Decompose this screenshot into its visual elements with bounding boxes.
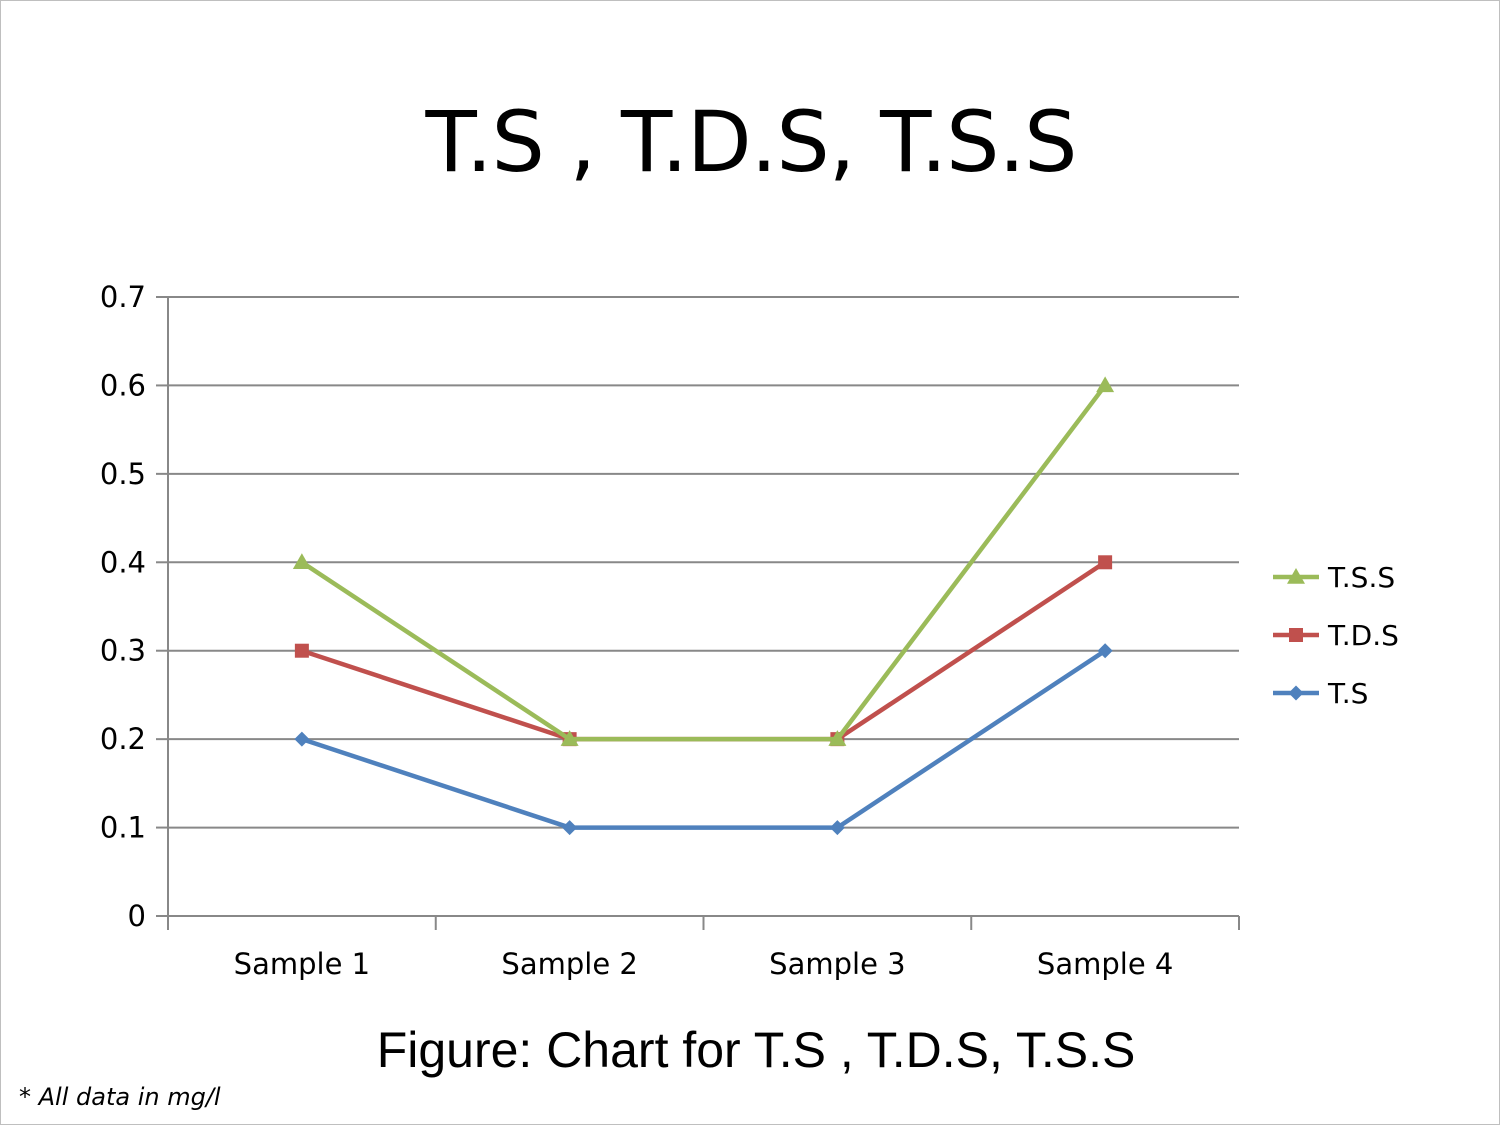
figure-caption: Figure: Chart for T.S , T.D.S, T.S.S: [376, 1022, 1136, 1078]
legend-marker-ts: [1288, 685, 1304, 701]
data-point-ts: [294, 731, 310, 747]
data-point-tss: [560, 730, 579, 746]
legend-marker-tss: [1287, 568, 1305, 584]
units-footnote: * All data in mg/l: [19, 1083, 221, 1111]
data-point-tss: [292, 553, 311, 570]
y-tick-label: 0.3: [100, 634, 146, 668]
data-point-tds: [294, 643, 309, 658]
y-tick-label: 0.1: [100, 811, 146, 845]
axes: [156, 296, 1240, 930]
series-line-ts: [301, 648, 1107, 830]
legend-label-tds: T.D.S: [1327, 619, 1399, 652]
x-tick-labels: Sample 1 Sample 2 Sample 3 Sample 4: [234, 947, 1174, 981]
y-tick-label: 0.5: [100, 457, 146, 491]
series-lines: [292, 376, 1115, 836]
legend-label-ts: T.S: [1327, 677, 1368, 710]
series-line-tss: [300, 384, 1107, 742]
legend-marker-tds: [1289, 628, 1303, 642]
data-point-tss: [828, 730, 847, 746]
y-tick-label: 0: [128, 899, 146, 933]
x-tick-label: Sample 3: [769, 947, 905, 981]
chart-title: T.S , T.D.S, T.S.S: [425, 93, 1077, 191]
y-tick-label: 0.4: [100, 545, 146, 579]
data-point-tss: [1096, 376, 1115, 393]
x-tick-label: Sample 2: [501, 947, 637, 981]
y-tick-label: 0.6: [100, 368, 146, 402]
y-tick-labels: 0 0.1 0.2 0.3 0.4 0.5 0.6 0.7: [100, 280, 146, 933]
x-tick-label: Sample 4: [1037, 947, 1173, 981]
data-point-tds: [1098, 555, 1113, 570]
data-point-ts: [562, 820, 578, 836]
y-tick-label: 0.2: [100, 722, 146, 756]
x-tick-label: Sample 1: [234, 947, 370, 981]
y-tick-label: 0.7: [100, 280, 146, 314]
data-point-ts: [1097, 643, 1113, 659]
data-point-ts: [829, 820, 845, 836]
legend: T.S.S T.D.S T.S: [1273, 561, 1399, 710]
legend-label-tss: T.S.S: [1327, 561, 1395, 594]
